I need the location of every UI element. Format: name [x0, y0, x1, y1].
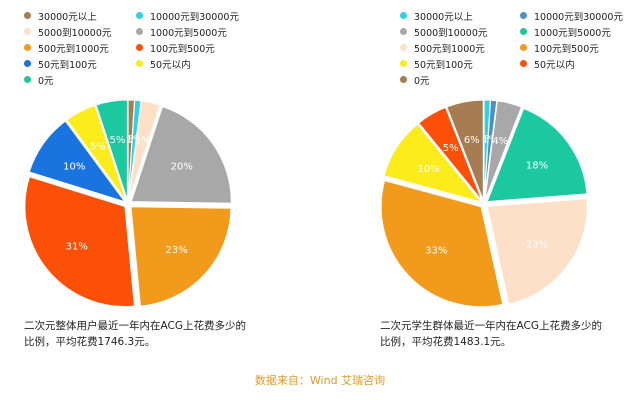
pie-slice: [127, 99, 142, 201]
pie-slice: [128, 100, 161, 201]
slice-label: 5%: [110, 135, 126, 146]
legend-label: 10000元到30000元: [150, 11, 239, 23]
slice-label: 31%: [66, 242, 88, 253]
legend-label: 50元以内: [150, 59, 191, 71]
legend-label: 0元: [414, 75, 430, 87]
pie-slice: [446, 99, 484, 201]
caption-students: 二次元学生群体最近一年内在ACG上花费多少的比例，平均花费1483.1元。: [380, 320, 602, 348]
legend-label: 5000到10000元: [414, 27, 488, 39]
legend-swatch: [136, 12, 143, 19]
legend-item: 10000元到30000元: [520, 8, 638, 23]
legend-swatch: [136, 28, 143, 35]
legend-item: 1000元到5000元: [136, 24, 246, 39]
legend-swatch: [400, 28, 407, 35]
pie-slice: [95, 99, 128, 201]
legend-item: 30000元以上: [24, 8, 134, 23]
pie-slice: [486, 107, 588, 203]
legend-item: 100元到500元: [520, 40, 638, 55]
legend-item: 500元到1000元: [24, 40, 134, 55]
slice-label: 5%: [90, 141, 106, 152]
legend-swatch: [24, 44, 31, 51]
legend-label: 1000元到5000元: [150, 27, 227, 39]
legend-swatch: [520, 44, 527, 51]
legend-left: 30000元以上 10000元到30000元 5000到10000元 1000元到50…: [24, 8, 246, 87]
legend-item: 0元: [400, 72, 518, 87]
legend-item: 100元到500元: [136, 40, 246, 55]
legend-item: 10000元到30000元: [136, 8, 246, 23]
pie-chart-students: 1%1%4% 18% 23% 33% 10%5% 6%: [380, 99, 588, 308]
slice-label: 23%: [165, 245, 187, 256]
legend-swatch: [24, 28, 31, 35]
legend-label: 500元到1000元: [414, 43, 485, 55]
slice-label: 3%: [135, 136, 151, 147]
caption-overall: 二次元整体用户最近一年内在ACG上花费多少的比例，平均花费1746.3元。: [24, 320, 246, 348]
legend-item: 50元以内: [520, 56, 638, 71]
legend-swatch: [400, 60, 407, 67]
legend-swatch: [520, 12, 527, 19]
legend-swatch: [24, 60, 31, 67]
legend-item: 500元到1000元: [400, 40, 518, 55]
pie-slice: [130, 206, 232, 307]
slice-label: 5%: [443, 143, 459, 154]
pie-slice: [66, 104, 127, 201]
legend-item: 5000到10000元: [400, 24, 518, 39]
slice-label: 20%: [171, 162, 193, 173]
legend-label: 500元到1000元: [38, 43, 109, 55]
legend-label: 10000元到30000元: [534, 11, 623, 23]
slice-label: 18%: [526, 161, 548, 172]
legend-item: 50元到100元: [24, 56, 134, 71]
pie-slice: [28, 120, 127, 203]
legend-item: 1000元到5000元: [520, 24, 638, 39]
legend-label: 5000到10000元: [38, 27, 112, 39]
pie-slice: [483, 99, 498, 201]
legend-swatch: [24, 76, 31, 83]
legend-label: 100元到500元: [534, 43, 599, 55]
legend-item: 30000元以上: [400, 8, 518, 23]
legend-item: 5000到10000元: [24, 24, 134, 39]
slice-label: 23%: [526, 239, 548, 250]
pie-slice: [130, 106, 232, 204]
pie-slice: [418, 106, 483, 201]
pie-slice: [484, 100, 523, 201]
legend-swatch: [400, 76, 407, 83]
pie-slice: [24, 176, 135, 308]
legend-swatch: [400, 44, 407, 51]
legend-label: 0元: [38, 75, 54, 87]
legend-swatch: [136, 44, 143, 51]
legend-item: 0元: [24, 72, 134, 87]
legend-label: 30000元以上: [38, 11, 97, 23]
pie-slice: [380, 180, 504, 308]
slice-label: 1%: [478, 134, 494, 145]
slice-label: 33%: [425, 246, 447, 257]
legend-swatch: [520, 60, 527, 67]
slice-label: 4%: [492, 136, 508, 147]
legend-label: 30000元以上: [414, 11, 473, 23]
legend-label: 50元到100元: [414, 59, 473, 71]
pie-slice: [486, 198, 588, 305]
legend-label: 50元到100元: [38, 59, 97, 71]
legend-label: 1000元到5000元: [534, 27, 611, 39]
pie-chart-overall: 1%1%3% 20% 23% 31% 10% 5% 5%: [24, 99, 232, 308]
legend-swatch: [24, 12, 31, 19]
slice-label: 10%: [63, 162, 85, 173]
legend-label: 50元以内: [534, 59, 575, 71]
slice-label: 1%: [126, 134, 142, 145]
data-source: 数据来自：Wind 艾瑞咨询: [254, 374, 386, 387]
legend-swatch: [400, 12, 407, 19]
legend-item: 50元到100元: [400, 56, 518, 71]
legend-swatch: [520, 28, 527, 35]
pie-slice: [383, 123, 483, 203]
legend-item: 50元以内: [136, 56, 246, 71]
slice-label: 1%: [482, 134, 498, 145]
legend-label: 100元到500元: [150, 43, 215, 55]
legend-swatch: [136, 60, 143, 67]
slice-label: 6%: [464, 135, 480, 146]
slice-label: 10%: [418, 164, 440, 175]
slice-label: 1%: [122, 134, 138, 145]
legend-right: 30000元以上 10000元到30000元 5000到10000元 1000元到50…: [400, 8, 638, 87]
